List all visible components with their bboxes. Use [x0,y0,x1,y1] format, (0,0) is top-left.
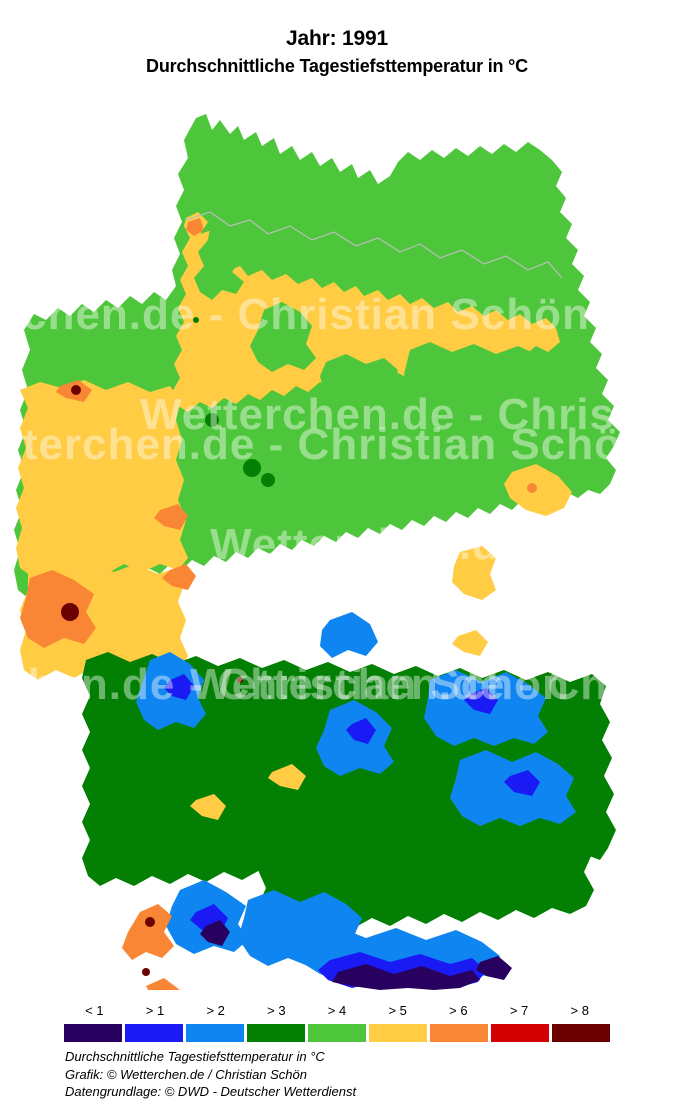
band-gt4-north-inland [194,222,562,414]
germany-temperature-map[interactable]: Wetterchen.de - Christian Schön Wetterch… [0,100,674,990]
legend-swatch [430,1024,488,1042]
legend-label: > 4 [327,1003,347,1018]
footer-line-graphic-credit: Grafik: © Wetterchen.de / Christian Schö… [65,1066,307,1082]
legend-swatch [125,1024,183,1042]
band-lt1-alpine [200,920,512,990]
footer-credits: Durchschnittliche Tagestiefsttemperatur … [65,1048,625,1101]
legend-label: > 5 [388,1003,407,1018]
map-svg [14,114,620,990]
page-title: Jahr: 1991 Durchschnittliche Tagestiefst… [0,26,674,78]
legend-swatch [247,1024,305,1042]
band-gt5-urban-islands [190,464,572,820]
title-year: Jahr: 1991 [286,27,388,50]
legend-label: > 6 [449,1003,468,1018]
legend-color-bar [64,1024,610,1042]
legend-swatch [552,1024,610,1042]
legend-swatch [186,1024,244,1042]
legend: < 1 > 1 > 2 > 3 > 4 > 5 > 6 > 7 > 8 [64,1002,610,1042]
title-subtitle: Durchschnittliche Tagestiefsttemperatur … [146,56,528,76]
map-temperature-bands [14,114,620,990]
legend-label: > 3 [267,1003,286,1018]
legend-label: < 1 [85,1003,104,1018]
footer-line-data-source: Datengrundlage: © DWD - Deutscher Wetter… [65,1084,357,1099]
legend-label: > 1 [145,1003,165,1018]
legend-labels: < 1 > 1 > 2 > 3 > 4 > 5 > 6 > 7 > 8 [64,1002,610,1022]
legend-swatch [491,1024,549,1042]
legend-label: > 7 [509,1003,529,1018]
band-gt7-hotspots [61,385,243,976]
legend-swatch [308,1024,366,1042]
legend-swatch [64,1024,122,1042]
legend-label: > 8 [570,1003,589,1018]
band-gt6-warm [20,218,204,990]
country-border [185,211,563,279]
band-gt3-spots [193,317,275,487]
legend-label: > 2 [206,1003,225,1018]
footer-line-variable: Durchschnittliche Tagestiefsttemperatur … [65,1049,325,1064]
legend-swatch [369,1024,427,1042]
